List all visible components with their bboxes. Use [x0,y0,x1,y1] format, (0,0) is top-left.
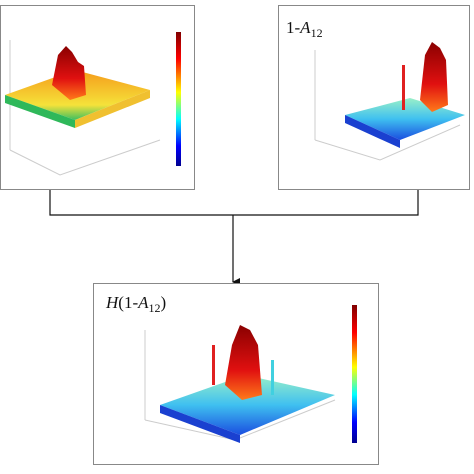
colorbar [352,305,357,443]
label-part: ) [161,293,167,312]
connector [49,190,419,216]
surface-side [160,405,240,443]
peak [52,46,86,100]
label-part: 12 [311,26,323,40]
surface-side [75,90,150,128]
spike [402,65,405,110]
panel: 1-A12 [278,5,470,190]
surface-side [5,95,75,128]
peak [225,325,262,400]
label-part: (1- [118,293,138,312]
panel [0,5,195,190]
panel-label: H(1-A12) [105,293,166,315]
panel: H(1-A12) [93,283,379,465]
panel-label: 1-A12 [286,18,323,40]
spike [271,360,274,395]
label-part: A [299,18,311,37]
label-part: 12 [149,301,161,315]
label-part: H [105,293,120,312]
peak [420,42,448,112]
label-part: A [137,293,149,312]
axes [314,50,461,161]
surface [160,375,335,435]
spike [212,345,215,385]
colorbar [176,32,181,166]
surface-side [345,115,400,148]
label-part: 1- [286,18,301,37]
